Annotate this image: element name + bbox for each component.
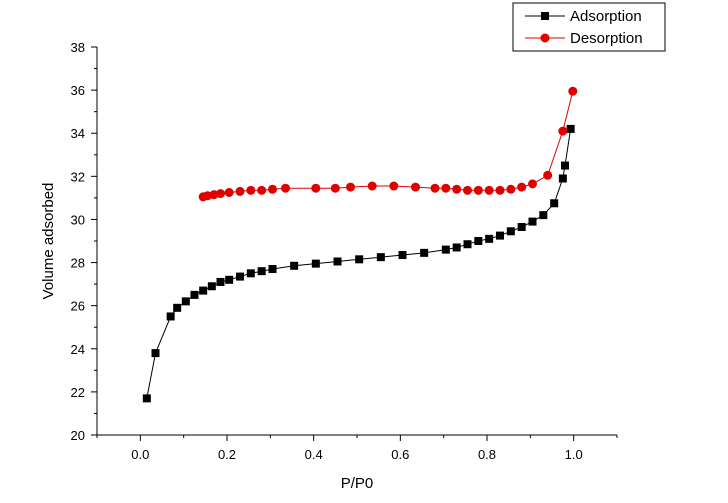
legend-adsorption-label: Adsorption (570, 8, 642, 25)
y-tick-label: 26 (71, 299, 85, 314)
x-tick-label: 0.6 (391, 447, 409, 462)
desorption-point (235, 186, 245, 196)
y-tick-label: 30 (71, 212, 85, 227)
adsorption-point (151, 349, 160, 358)
adsorption-point (246, 269, 255, 278)
adsorption-point (311, 259, 320, 268)
adsorption-point (528, 217, 537, 226)
adsorption-point (190, 290, 199, 299)
desorption-point (389, 181, 399, 191)
legend-adsorption-marker (541, 12, 549, 20)
desorption-point (311, 183, 321, 193)
adsorption-point (333, 257, 342, 266)
adsorption-point (199, 286, 208, 295)
desorption-point (411, 182, 420, 192)
desorption-point (558, 126, 568, 136)
x-tick-label: 0.4 (305, 447, 323, 462)
y-tick-label: 32 (71, 169, 85, 184)
x-tick-label: 1.0 (565, 447, 583, 462)
adsorption-point (496, 231, 504, 240)
desorption-point (568, 86, 578, 96)
y-tick-label: 20 (71, 428, 85, 443)
plot-area (96, 47, 617, 436)
desorption-point (330, 183, 340, 193)
adsorption-point (236, 272, 244, 281)
adsorption-point (398, 251, 407, 260)
desorption-point (224, 188, 234, 197)
y-tick-label: 22 (71, 385, 85, 400)
adsorption-point (257, 267, 266, 276)
desorption-point (473, 185, 483, 195)
x-tick-label: 0.2 (218, 447, 236, 462)
legend: Adsorption Desorption (512, 2, 666, 52)
adsorption-point (474, 237, 483, 245)
desorption-point (198, 192, 208, 202)
adsorption-point (290, 261, 299, 270)
desorption-point (268, 184, 277, 194)
desorption-point (543, 170, 553, 180)
adsorption-point (142, 394, 151, 403)
adsorption-point (173, 303, 182, 312)
desorption-point (452, 184, 462, 194)
adsorption-point (550, 199, 559, 208)
adsorption-point (216, 277, 225, 286)
x-tick-label: 0.8 (478, 447, 496, 462)
desorption-point (346, 182, 355, 192)
adsorption-point (355, 255, 364, 264)
desorption-line (203, 91, 574, 198)
y-tick-label: 24 (71, 342, 85, 357)
adsorption-point (517, 222, 526, 231)
desorption-point (506, 184, 516, 194)
desorption-point (281, 183, 290, 193)
y-axis-title: Volume adsorbed (40, 183, 57, 300)
adsorption-point (166, 312, 175, 321)
adsorption-point (376, 253, 385, 262)
axis-ticks: 0.0 0.2 0.4 0.6 0.8 1.0 20 22 24 26 28 30 32 34 36 38 (71, 40, 618, 462)
desorption-point (430, 183, 440, 193)
adsorption-point (441, 245, 450, 254)
desorption-point (495, 185, 505, 195)
adsorption-line (146, 128, 572, 399)
legend-box (512, 2, 666, 52)
adsorption-point (561, 161, 569, 170)
adsorption-point (485, 234, 494, 243)
adsorption-point (268, 265, 277, 274)
adsorption-point (420, 248, 429, 257)
adsorption-point (207, 282, 216, 291)
adsorption-point (463, 240, 472, 249)
desorption-point (484, 185, 494, 195)
desorption-point (257, 185, 267, 195)
adsorption-point (181, 297, 190, 306)
desorption-point (463, 185, 472, 195)
y-tick-label: 36 (71, 83, 85, 98)
adsorption-point (225, 275, 234, 284)
adsorption-point (566, 124, 575, 133)
series-layer (142, 86, 578, 403)
desorption-point (246, 185, 256, 195)
adsorption-point (506, 227, 515, 236)
y-tick-label: 38 (71, 40, 85, 55)
x-axis-title: P/P0 (341, 475, 374, 492)
y-tick-label: 28 (71, 256, 85, 271)
desorption-point (517, 182, 527, 192)
y-tick-label: 34 (71, 126, 85, 141)
adsorption-point (558, 174, 567, 183)
desorption-point (441, 183, 451, 193)
legend-desorption-label: Desorption (570, 30, 643, 47)
desorption-point (367, 181, 377, 191)
adsorption-point (452, 243, 461, 252)
legend-desorption-marker (540, 33, 550, 43)
adsorption-point (539, 211, 548, 220)
x-tick-label: 0.0 (131, 447, 149, 462)
desorption-point (528, 179, 537, 189)
